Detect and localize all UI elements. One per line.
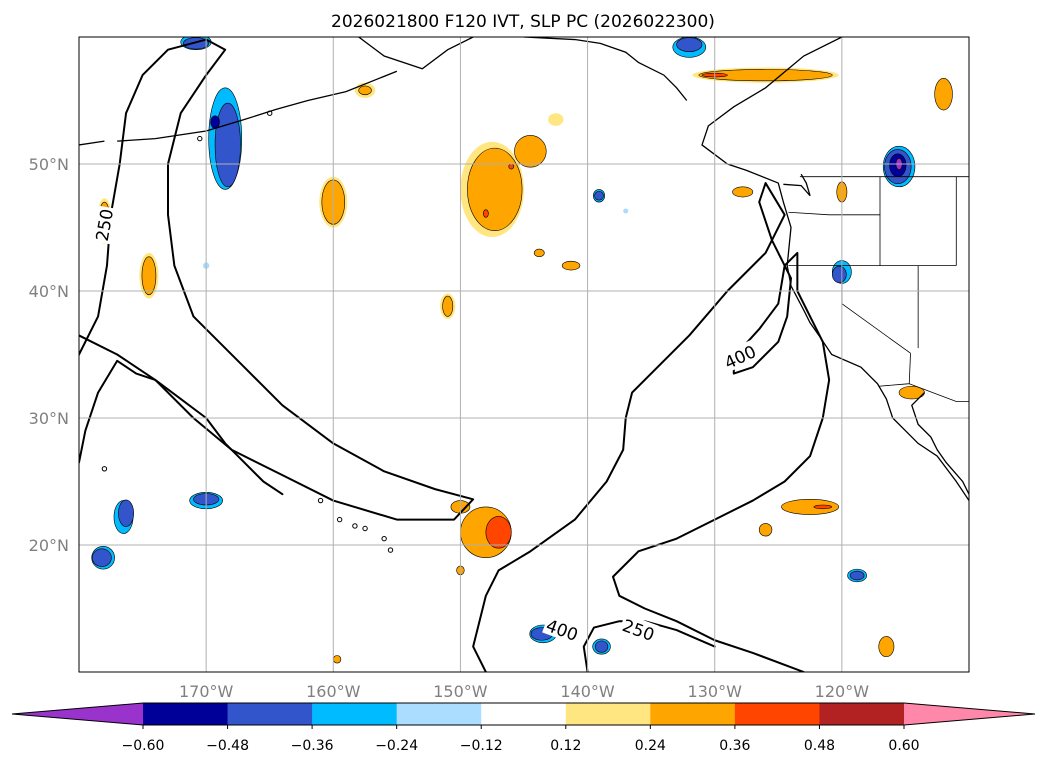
island [352, 523, 358, 529]
ivt-shading-layer [91, 37, 953, 664]
x-tick-label: 120°W [815, 682, 870, 701]
island [336, 516, 343, 523]
ivt-shaded-region [934, 77, 953, 111]
island [267, 110, 273, 116]
island [387, 547, 394, 553]
ivt-shaded-region [849, 570, 865, 581]
chart-title: 2026021800 F120 IVT, SLP PC (2026022300) [331, 12, 715, 32]
contour-label-background [90, 205, 117, 245]
ivt-shaded-region [118, 499, 134, 527]
ivt-shaded-region [514, 135, 547, 168]
ivt-shaded-region [878, 636, 895, 658]
colorbar-tick-label: 0.12 [550, 738, 581, 754]
island [101, 466, 108, 472]
ivt-shaded-region [141, 256, 157, 296]
map-frame [78, 36, 970, 673]
ivt-shaded-region [758, 523, 773, 537]
y-tick-label: 40°N [29, 282, 69, 301]
slp-contour-layer [79, 38, 831, 672]
ivt-shaded-region [732, 186, 754, 198]
gridlines [79, 37, 969, 672]
ivt-shaded-region [594, 191, 604, 201]
colorbar-tick-label: 0.60 [888, 738, 919, 754]
ivt-shaded-region [332, 655, 342, 664]
colorbar-extend-max [904, 703, 1035, 725]
slp-contour-line [582, 620, 716, 672]
coastline [911, 392, 969, 495]
y-tick-label: 30°N [29, 409, 69, 428]
colorbar-tick-label: −0.12 [460, 738, 503, 754]
colorbar-segment [650, 703, 736, 725]
colorbar-tick-label: −0.48 [206, 738, 249, 754]
x-tick-label: 140°W [560, 682, 615, 701]
colorbar-segment [565, 703, 651, 725]
coastline [701, 37, 969, 501]
coastline [117, 70, 398, 142]
ivt-shaded-region [358, 85, 372, 96]
colorbar-tick-label: 0.48 [804, 738, 835, 754]
political-border [788, 176, 881, 216]
slp-contour-line [472, 182, 831, 672]
ivt-shaded-region [442, 295, 454, 317]
contour-label-background [719, 339, 761, 373]
y-tick-label: 20°N [29, 536, 69, 555]
ivt-shaded-region [561, 260, 581, 271]
colorbar-segment [734, 703, 820, 725]
colorbar-segment [143, 703, 229, 725]
island [197, 135, 203, 142]
ivt-shaded-region [698, 69, 833, 82]
y-tick-label: 50°N [29, 155, 69, 174]
ivt-shaded-region [533, 248, 545, 258]
ivt-shaded-region [483, 209, 489, 218]
island [381, 535, 387, 542]
colorbar-tick-labels: −0.60 −0.48 −0.36 −0.24 −0.12 0.12 0.24 0.36 0.4… [122, 725, 920, 754]
coastline [79, 140, 105, 146]
ivt-shaded-region [548, 113, 564, 126]
y-tick-labels: 20°N 30°N 40°N 50°N [29, 155, 69, 555]
ivt-shaded-region [485, 516, 512, 549]
colorbar-tick-label: 0.36 [719, 738, 750, 754]
colorbar [11, 702, 1036, 726]
coastline [523, 37, 688, 101]
slp-contour-line [79, 38, 475, 521]
contour-label-background [542, 613, 583, 645]
x-tick-label: 160°W [306, 682, 361, 701]
colorbar-segment [227, 703, 313, 725]
ivt-shaded-region [594, 640, 609, 653]
x-tick-labels: 170°W 160°W 150°W 140°W 130°W 120°W [179, 682, 869, 701]
colorbar-tick-label: −0.24 [375, 738, 418, 754]
colorbar-segment [481, 703, 567, 725]
ivt-shaded-region [813, 504, 832, 510]
colorbar-segment [312, 703, 398, 725]
ivt-shaded-region [92, 548, 112, 567]
colorbar-segment [819, 703, 905, 725]
island [362, 525, 368, 532]
island [317, 497, 324, 504]
ivt-shaded-region [781, 498, 839, 515]
contour-label-background [618, 613, 660, 645]
x-tick-label: 150°W [433, 682, 488, 701]
colorbar-tick-label: −0.36 [291, 738, 334, 754]
colorbar-tick-label: 0.24 [635, 738, 666, 754]
ivt-shaded-region [676, 37, 703, 52]
ivt-shaded-region [508, 163, 515, 170]
coastline [783, 173, 811, 197]
colorbar-tick-label: −0.60 [122, 738, 165, 754]
ivt-shaded-region [214, 102, 241, 188]
colorbar-segment [396, 703, 482, 725]
x-tick-label: 130°W [688, 682, 743, 701]
ivt-shaded-region [210, 115, 220, 129]
ivt-shaded-region [467, 147, 523, 231]
coastline [358, 37, 474, 70]
ivt-shaded-region [832, 265, 847, 284]
ivt-shaded-region [623, 208, 629, 214]
political-border [909, 383, 969, 402]
x-tick-label: 170°W [179, 682, 234, 701]
colorbar-extend-min [12, 703, 143, 725]
slp-contour-line [79, 359, 284, 496]
